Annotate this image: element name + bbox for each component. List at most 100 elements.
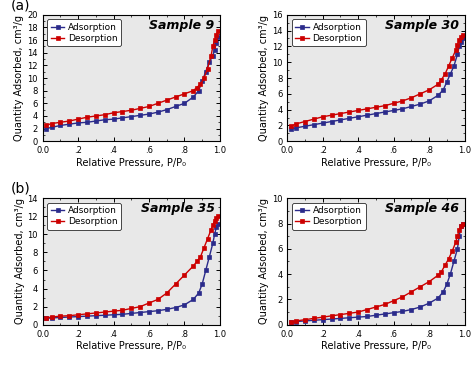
Adsorption xyxy=(311,318,317,323)
Desorption xyxy=(66,314,72,318)
Desorption xyxy=(212,38,218,42)
Adsorption xyxy=(288,127,294,132)
Desorption xyxy=(49,315,55,319)
Desorption xyxy=(302,119,308,124)
Adsorption xyxy=(435,93,441,98)
Adsorption xyxy=(400,309,405,314)
Desorption xyxy=(205,237,210,241)
Adsorption xyxy=(128,311,134,315)
Adsorption xyxy=(212,232,218,237)
Desorption xyxy=(288,320,294,324)
Adsorption xyxy=(210,241,216,246)
Desorption xyxy=(382,103,388,108)
Desorption xyxy=(212,218,218,223)
Text: Sample 30: Sample 30 xyxy=(385,18,459,32)
Desorption xyxy=(128,306,134,311)
Adsorption xyxy=(400,107,405,111)
Adsorption xyxy=(200,282,205,286)
Line: Adsorption: Adsorption xyxy=(289,37,465,131)
Desorption xyxy=(119,308,125,313)
Desorption xyxy=(198,255,203,259)
Adsorption xyxy=(43,316,49,321)
Adsorption xyxy=(213,225,219,230)
Line: Adsorption: Adsorption xyxy=(44,221,220,321)
Desorption xyxy=(213,216,219,220)
Desorption xyxy=(137,106,143,111)
Adsorption xyxy=(84,314,90,318)
Desorption xyxy=(460,221,465,226)
Adsorption xyxy=(418,305,423,309)
Desorption xyxy=(57,120,63,124)
Adsorption xyxy=(75,121,81,125)
Adsorption xyxy=(418,102,423,106)
Desorption xyxy=(435,273,441,277)
Desorption xyxy=(456,38,462,42)
Adsorption xyxy=(460,221,465,226)
Desorption xyxy=(426,88,432,92)
Desorption xyxy=(194,85,200,90)
Desorption xyxy=(182,273,187,277)
Desorption xyxy=(346,311,352,315)
Adsorption xyxy=(320,317,326,322)
Adsorption xyxy=(320,121,326,125)
Desorption xyxy=(102,113,108,117)
Adsorption xyxy=(43,127,49,131)
Desorption xyxy=(400,295,405,299)
Adsorption xyxy=(391,310,396,315)
Legend: Adsorption, Desorption: Adsorption, Desorption xyxy=(47,19,121,46)
Desorption xyxy=(293,319,299,323)
Adsorption xyxy=(137,310,143,315)
Desorption xyxy=(137,304,143,309)
Desorption xyxy=(320,315,326,319)
Line: Desorption: Desorption xyxy=(289,32,465,128)
Desorption xyxy=(75,313,81,317)
Adsorption xyxy=(213,41,219,45)
Text: (a): (a) xyxy=(11,0,30,12)
Text: Sample 35: Sample 35 xyxy=(141,202,215,215)
Desorption xyxy=(84,312,90,316)
Desorption xyxy=(146,301,152,305)
Desorption xyxy=(205,66,210,71)
Adsorption xyxy=(196,291,201,295)
Adsorption xyxy=(311,123,317,127)
Adsorption xyxy=(302,319,308,323)
Adsorption xyxy=(93,314,99,318)
Desorption xyxy=(438,269,444,274)
Adsorption xyxy=(182,101,187,106)
Desorption xyxy=(191,264,196,268)
Adsorption xyxy=(447,272,453,276)
Desorption xyxy=(293,122,299,126)
Desorption xyxy=(373,305,379,309)
Desorption xyxy=(119,109,125,114)
Desorption xyxy=(449,249,455,254)
Desorption xyxy=(391,101,396,106)
Adsorption xyxy=(426,99,432,103)
Desorption xyxy=(356,310,361,314)
Desorption xyxy=(173,282,178,286)
Text: Sample 9: Sample 9 xyxy=(149,18,215,32)
Desorption xyxy=(302,317,308,322)
Adsorption xyxy=(155,110,161,114)
Adsorption xyxy=(164,307,170,311)
Adsorption xyxy=(137,113,143,118)
Adsorption xyxy=(329,317,335,321)
Adsorption xyxy=(49,316,55,320)
Adsorption xyxy=(203,69,209,74)
Desorption xyxy=(409,96,414,100)
Desorption xyxy=(337,313,343,317)
Desorption xyxy=(442,263,448,268)
Adsorption xyxy=(440,290,446,294)
Adsorption xyxy=(146,309,152,314)
Adsorption xyxy=(191,95,196,99)
Adsorption xyxy=(75,314,81,319)
Adsorption xyxy=(346,315,352,320)
Adsorption xyxy=(455,52,460,56)
Adsorption xyxy=(329,119,335,124)
Desorption xyxy=(438,77,444,82)
Adsorption xyxy=(293,319,299,324)
Desorption xyxy=(435,82,441,87)
Adsorption xyxy=(66,122,72,127)
Adsorption xyxy=(207,255,212,259)
Adsorption xyxy=(49,125,55,130)
Desorption xyxy=(320,114,326,119)
